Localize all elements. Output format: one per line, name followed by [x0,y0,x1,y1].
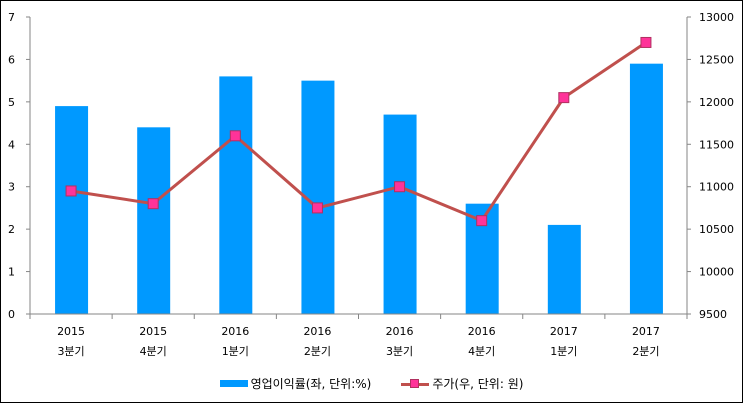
x-tick-label-year: 2017 [632,325,660,338]
left-tick-label: 0 [8,308,15,321]
left-tick-label: 6 [8,53,15,66]
x-tick-label-year: 2015 [57,325,85,338]
x-tick-label-quarter: 1분기 [222,345,249,358]
right-tick-label: 10000 [699,266,734,279]
price-marker [229,130,241,142]
price-marker [311,202,323,214]
legend-label-bar: 영업이익률(좌, 단위:%) [250,377,372,391]
left-tick-label: 4 [8,138,15,151]
x-tick-label-year: 2016 [386,325,414,338]
legend: 영업이익률(좌, 단위:%) 주가(우, 단위: 원) [1,375,742,392]
right-tick-label: 12000 [699,96,734,109]
x-tick-label-year: 2016 [221,325,249,338]
legend-item-bar: 영업이익률(좌, 단위:%) [219,375,372,392]
legend-item-line: 주가(우, 단위: 원) [401,375,523,392]
x-tick-label-quarter: 2분기 [632,345,659,358]
x-tick-label-quarter: 3분기 [57,345,84,358]
price-marker [476,215,488,227]
x-tick-label-year: 2015 [139,325,167,338]
x-tick-label-quarter: 4분기 [468,345,495,358]
price-marker [147,198,159,210]
right-tick-label: 9500 [699,308,727,321]
x-tick-label-year: 2017 [550,325,578,338]
x-tick-label-quarter: 1분기 [550,345,577,358]
bar [383,114,417,314]
bar [137,127,171,314]
x-tick-label-quarter: 3분기 [386,345,413,358]
price-marker [640,36,652,48]
right-tick-label: 10500 [699,223,734,236]
x-tick-label-year: 2016 [303,325,331,338]
left-tick-label: 7 [8,11,15,24]
left-tick-label: 2 [8,223,15,236]
legend-label-line: 주가(우, 단위: 원) [432,377,524,391]
right-tick-label: 12500 [699,53,734,66]
x-tick-label-year: 2016 [468,325,496,338]
combo-chart: 0 1 2 3 4 5 6 7 9500 10000 10500 11000 11500 12000 125… [8,11,734,358]
x-tick-label-quarter: 4분기 [140,345,167,358]
price-marker [65,185,77,197]
price-line [70,41,647,223]
x-tick-label-quarter: 2분기 [304,345,331,358]
bar [219,76,253,315]
right-tick-label: 13000 [699,11,734,24]
bar [55,106,89,314]
left-tick-label: 3 [8,181,15,194]
price-marker [558,92,570,104]
bar [547,224,581,314]
right-tick-label: 11000 [699,181,734,194]
right-tick-label: 11500 [699,138,734,151]
legend-bar-swatch [219,380,248,387]
legend-line-swatch [401,378,430,389]
price-marker [394,181,406,193]
bar [629,63,663,314]
left-tick-label: 5 [8,96,15,109]
left-tick-label: 1 [8,266,15,279]
